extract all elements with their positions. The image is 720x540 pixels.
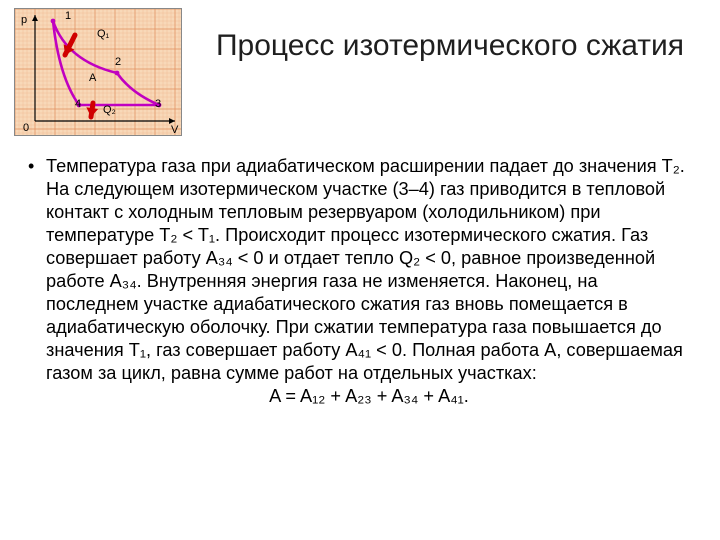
bullet-item: • Температура газа при адиабатическом ра… (28, 155, 692, 385)
svg-text:Q₂: Q₂ (103, 104, 116, 116)
svg-text:3: 3 (155, 98, 161, 110)
svg-text:4: 4 (75, 98, 81, 110)
body-content: • Температура газа при адиабатическом ра… (28, 155, 692, 408)
body-text: Температура газа при адиабатическом расш… (46, 155, 692, 385)
slide: p V 0 1 2 3 4 Q₁ Q₂ A Процесс изотермического сжа… (0, 0, 720, 540)
svg-text:2: 2 (115, 56, 121, 68)
svg-text:Q₁: Q₁ (97, 28, 110, 40)
svg-text:0: 0 (23, 122, 29, 134)
svg-text:A: A (89, 72, 97, 84)
pv-diagram: p V 0 1 2 3 4 Q₁ Q₂ A (14, 8, 182, 136)
svg-text:V: V (171, 124, 179, 135)
svg-text:1: 1 (65, 10, 71, 22)
pv-diagram-svg: p V 0 1 2 3 4 Q₁ Q₂ A (15, 9, 181, 135)
bullet-marker: • (28, 155, 46, 178)
slide-title: Процесс изотермического сжатия (210, 28, 690, 64)
formula-line: A = A₁₂ + A₂₃ + A₃₄ + A₄₁. (46, 385, 692, 408)
svg-text:p: p (21, 14, 27, 26)
